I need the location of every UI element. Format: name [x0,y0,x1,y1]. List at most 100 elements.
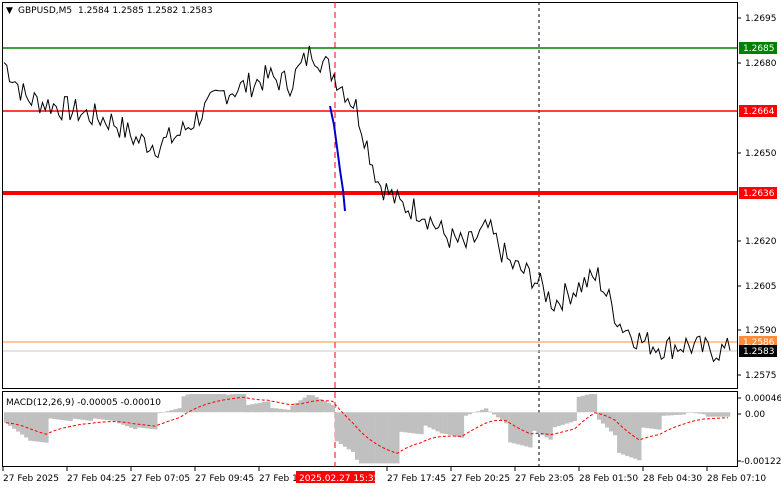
macd-histogram-bar [205,394,210,413]
price-axis-label: 1.2680 [745,59,777,69]
macd-histogram-bar [568,412,573,423]
price-axis-label: 1.2590 [745,326,777,336]
level-red-upper-tag [739,105,777,117]
macd-histogram-bar [302,397,307,413]
macd-histogram-bar [104,412,110,421]
macd-histogram-bar [330,404,335,413]
macd-histogram-bar [149,412,154,429]
macd-histogram-bar [326,403,331,413]
macd-histogram-bar [258,402,263,413]
macd-axis-label: 0.00 [745,410,765,420]
macd-histogram-bar [145,412,150,429]
macd-histogram-bar [294,403,299,413]
macd-histogram-bar [96,412,102,420]
macd-histogram-bar [173,409,178,413]
macd-histogram-bar [193,394,198,413]
macd-histogram-bar [371,412,376,464]
time-axis-label: 27 Feb 07:05 [131,474,190,484]
macd-histogram-bar [447,412,452,435]
macd-histogram-bar [286,409,291,413]
macd-histogram-bar [407,412,412,433]
current-price-tag [739,345,777,357]
level-red-upper-value: 1.2664 [743,107,775,117]
macd-histogram-bar [52,412,57,419]
macd-histogram-bar [484,408,489,413]
macd-histogram-bar [48,412,53,419]
macd-histogram-bar [129,412,134,428]
macd-histogram-bar [520,412,525,446]
macd-histogram-bar [605,412,610,428]
macd-histogram-bar [496,412,501,418]
macd-histogram-bar [419,412,424,435]
price-axis[interactable]: 1.2695 1.2680 1.2650 1.2620 1.2605 1.259… [737,14,777,381]
ohlc-values: 1.2584 1.2585 1.2582 1.2583 [78,6,213,16]
macd-histogram-bar [689,412,694,413]
time-axis-label: 27 Feb 1 [259,474,298,484]
macd-histogram-bar [24,412,29,438]
macd-histogram-bar [588,394,594,413]
macd-histogram-bar [36,412,41,442]
current-price-value: 1.2583 [743,347,775,357]
macd-histogram-bar [112,412,118,422]
time-axis-label: 27 Feb 20:25 [451,474,510,484]
macd-histogram-bar [528,412,533,448]
macd-histogram-bar [342,412,348,447]
macd-histogram-bar [32,412,37,442]
macd-histogram-bar [701,412,707,415]
macd-histogram-bar [68,412,73,421]
macd-histogram-bar [415,412,420,434]
main-chart-frame [2,2,738,389]
triangle-down-icon[interactable]: ▼ [6,6,13,16]
macd-axis-label: 0.00046 [745,394,781,404]
macd-histogram-bar [685,412,690,413]
macd-histogram-bar [367,412,372,464]
macd-histogram-bar [125,412,130,427]
macd-histogram-bar [629,412,634,458]
macd-histogram-bar [637,412,642,461]
macd-signal-line [5,396,729,454]
macd-histogram-bar [161,412,166,413]
macd-histogram-bar [40,412,45,443]
macd-histogram-bar [600,412,606,424]
macd-histogram-bar [395,412,400,464]
macd-histogram-bar [116,412,122,424]
macd-histogram-bar [439,412,444,434]
time-axis[interactable]: 27 Feb 2025 27 Feb 04:25 27 Feb 07:05 27… [2,467,766,484]
level-orange-tag [739,336,777,347]
macd-histogram-bar [121,412,126,425]
macd-histogram-bar [492,412,497,415]
macd-histogram-bar [322,401,327,413]
macd-histogram-bar [314,397,319,413]
macd-histogram-bar [681,412,686,415]
level-orange-value: 1.2586 [743,338,775,348]
macd-histogram-bar [177,408,182,413]
macd-histogram-bar [475,411,481,413]
ohlc-value: 1.2583 [178,6,212,16]
macd-histogram-bar [84,412,89,421]
macd-histogram-bar [721,412,727,417]
time-axis-label: 27 Feb 2025 [3,474,59,484]
macd-histogram-bar [350,412,356,452]
macd-histogram-bar [455,412,460,437]
macd-histogram-bar [431,412,436,430]
macd-histogram-bar [278,408,283,413]
price-axis-label: 1.2575 [745,371,777,381]
macd-histogram-bar [242,394,247,413]
trend-line[interactable] [329,105,346,212]
macd-histogram-bar [254,403,259,413]
macd-histogram-bar [306,395,311,413]
macd-histogram-bar [532,412,537,431]
macd-histogram-bar [693,412,698,414]
macd-histogram-bar [338,412,344,444]
macd-histogram-bar [8,412,13,426]
price-axis-label: 1.2650 [745,149,777,159]
macd-histogram-bar [399,412,404,432]
macd-axis: 0.00046 0.00 -0.00122 [737,394,781,467]
macd-histogram-bar [217,394,223,413]
time-axis-label: 27 Feb 09:45 [195,474,254,484]
macd-histogram-bar [290,405,295,413]
macd-histogram-bar [717,412,723,417]
macd-histogram-bar [189,394,194,413]
time-axis-label: 27 Feb 04:25 [67,474,126,484]
